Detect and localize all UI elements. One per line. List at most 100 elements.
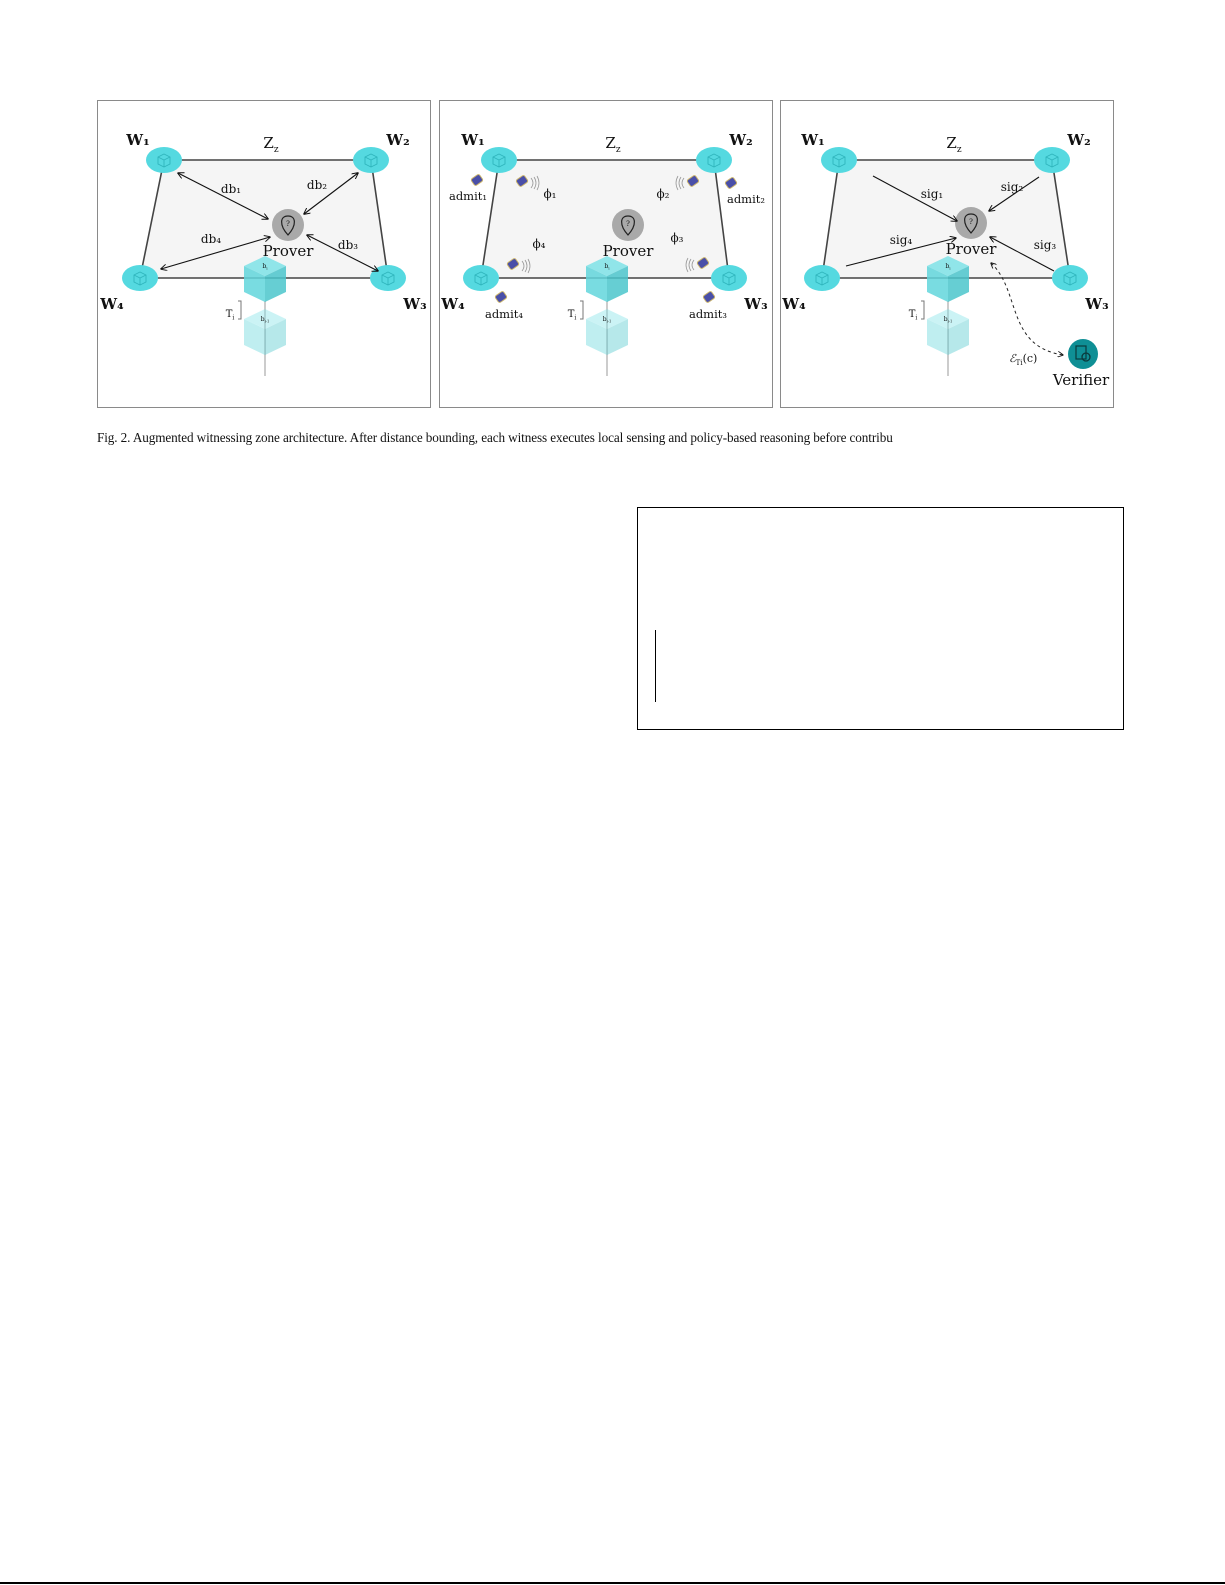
phi-signal-2-wave (675, 175, 679, 191)
witness-node-4 (804, 265, 840, 291)
db-label-3: db₃ (338, 238, 358, 252)
prover-circle (955, 207, 987, 239)
interval-label-sub: i (232, 315, 234, 322)
witness-label-2: W₂ (728, 131, 752, 149)
interval-label-main: T (226, 309, 233, 320)
phi-label-3: ϕ₃ (671, 231, 684, 245)
cube-icon (722, 271, 736, 286)
zone-label-main: Z (946, 134, 956, 152)
admit-label-3: admit₃ (689, 307, 727, 321)
phi-label-2: ϕ₂ (657, 187, 670, 201)
block-current (586, 256, 628, 302)
block-current-label-main: b (605, 263, 609, 270)
cube-icon (492, 153, 506, 168)
sensor-bug-icon (696, 257, 710, 269)
block-previous-label-main: b (261, 316, 265, 323)
witness-label-3: W₃ (743, 295, 767, 313)
sensor-bug-icon (686, 175, 700, 187)
phi-signal-4-wave (527, 258, 531, 274)
zone-label: Zz (946, 134, 961, 155)
block-previous-top (927, 309, 969, 329)
phi-signal-3-wave (691, 259, 695, 271)
db-arrow-2 (304, 173, 358, 214)
block-previous-label: bi-1 (944, 316, 953, 324)
figure-panel-local-sensing: Zz bi bi-1 Ti W₁ W₂ W₃ W₄? Prover ϕ₁ ϕ₂ ϕ₃ ϕ₄ admit₁ a… (439, 100, 773, 408)
zone-label-main: Z (263, 134, 273, 152)
admit-sensor-4 (494, 291, 508, 303)
admit-label-4: admit₄ (485, 307, 523, 321)
phi-sensor-2 (686, 175, 700, 187)
figure-svg: Zz b i bi-1 Ti W₁ W₂ W₃ W₄? Prover db₁ db₂ db₃ db₄ (99, 131, 427, 376)
witness-node-3 (711, 265, 747, 291)
pin-question-mark: ? (626, 220, 630, 228)
block-previous-label-main: b (944, 316, 948, 323)
phi-signal-1-wave (530, 177, 534, 189)
phi-label-4: ϕ₄ (533, 237, 546, 251)
page-bottom-rule (0, 1582, 1225, 1584)
zone-label: Zz (263, 134, 278, 155)
block-previous (244, 309, 286, 355)
db-arrow-3 (307, 235, 378, 271)
db-label-2: db₂ (307, 178, 327, 192)
db-arrow-4 (161, 237, 270, 269)
phi-sensor-3 (696, 257, 710, 269)
witness-label-4: W₄ (440, 295, 465, 313)
block-previous-right (265, 319, 286, 355)
verifier-label: Verifier (1052, 371, 1110, 389)
interval-bracket (238, 300, 242, 320)
witness-label-1: W₁ (125, 131, 149, 149)
evidence-dashed-arrow (991, 263, 1063, 355)
phi-signal-2-wave (681, 177, 685, 189)
witness-node-2 (353, 147, 389, 173)
sig-label-4: sig₄ (890, 233, 913, 247)
location-pin-question-icon (964, 213, 978, 234)
block-previous-label-sub: i-1 (607, 320, 612, 324)
interval-label-sub: i (574, 315, 576, 322)
algorithm-box (637, 507, 1124, 730)
witness-label-1: W₁ (800, 131, 824, 149)
admit-sensor-1 (470, 174, 484, 186)
witness-node-1 (481, 147, 517, 173)
witness-label-3: W₃ (402, 295, 426, 313)
interval-bracket (580, 300, 584, 320)
sensor-bug-icon (702, 291, 716, 303)
document-search-icon-lens (1081, 352, 1091, 362)
cube-icon (364, 153, 378, 168)
witness-node-1 (821, 147, 857, 173)
block-previous-label-sub: i-1 (948, 320, 953, 324)
block-previous (927, 309, 969, 355)
witness-node-2 (1034, 147, 1070, 173)
block-current-label-main: b (946, 263, 950, 270)
witness-node-1 (146, 147, 182, 173)
admit-label-2: admit₂ (727, 192, 765, 206)
zone-label-sub: z (957, 145, 962, 155)
phi-signal-1-wave (533, 176, 537, 190)
block-previous-right (948, 319, 969, 355)
cube-icon (815, 271, 829, 286)
sig-arrow-2 (989, 176, 1040, 211)
witness-label-2: W₂ (1066, 131, 1090, 149)
evidence-label: ℰTi(c) (1009, 352, 1037, 367)
prover-node: ? (272, 209, 304, 241)
sensor-bug-icon (515, 175, 529, 187)
pin-question-mark: ? (969, 218, 973, 226)
phi-signal-4-wave (521, 260, 525, 272)
witness-node-3 (1052, 265, 1088, 291)
prover-circle (612, 209, 644, 241)
block-previous-label: bi-1 (603, 316, 612, 324)
witness-node-2 (696, 147, 732, 173)
phi-signal-3-wave (685, 257, 689, 273)
phi-signal-4-wave (524, 259, 528, 273)
interval-label-main: T (909, 309, 916, 320)
block-current-right (607, 266, 628, 302)
block-previous-left (927, 319, 948, 355)
figure-panel-signatures: Zz bi bi-1 Ti W₁ W₂ W₃ W₄? Prover sig₁ sig₂ sig₃ sig… (780, 100, 1114, 408)
sig-label-3: sig₃ (1034, 238, 1057, 252)
phi-signal-1-wave (536, 175, 540, 191)
interval-bracket (921, 300, 925, 320)
block-current-label: bi (946, 263, 952, 271)
witness-label-1: W₁ (460, 131, 484, 149)
algorithm-indent-line (655, 630, 656, 702)
phi-sensor-1 (515, 175, 529, 187)
